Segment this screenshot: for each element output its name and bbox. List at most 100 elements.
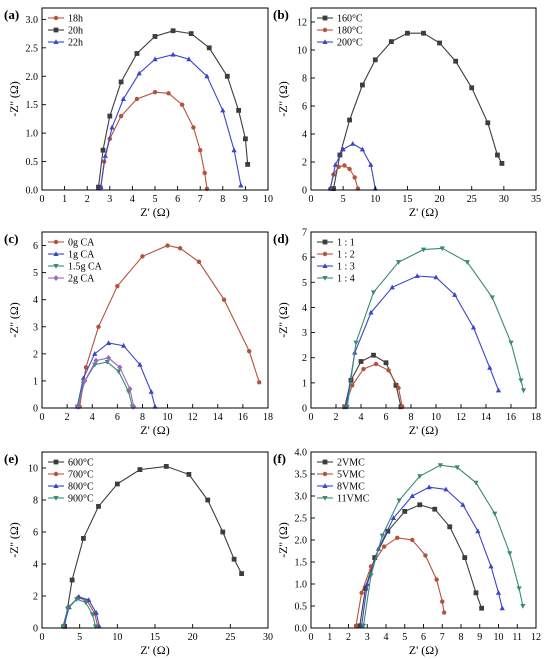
data-point	[69, 577, 75, 583]
legend-marker	[53, 251, 59, 256]
series-line	[100, 54, 242, 188]
panel-label: (c)	[4, 231, 18, 246]
y-tick-label: 4.0	[295, 448, 308, 459]
y-tick-label: 1.0	[26, 129, 39, 140]
x-tick-label: 6	[421, 632, 426, 643]
legend-label: 11VMC	[337, 494, 370, 505]
x-tick-label: 5	[402, 632, 407, 643]
series-line	[100, 91, 208, 189]
data-point	[487, 364, 493, 370]
data-point	[92, 362, 98, 368]
x-axis-title: Z' (Ω)	[409, 423, 438, 437]
data-point	[495, 387, 502, 393]
data-point	[152, 89, 158, 95]
x-tick-label: 4	[359, 412, 364, 423]
legend-label: 180°C	[337, 26, 363, 37]
data-point	[520, 604, 526, 609]
series-line	[76, 342, 156, 407]
y-tick-label: 4	[33, 560, 38, 571]
x-tick-label: 6	[175, 194, 180, 205]
x-tick-label: 15	[150, 632, 160, 643]
x-tick-label: 6	[384, 412, 389, 423]
y-axis-title: -Z'' (Ω)	[7, 81, 21, 117]
y-tick-label: 8	[302, 74, 307, 85]
data-point	[383, 360, 389, 366]
x-tick-label: 0	[40, 412, 45, 423]
data-point	[109, 124, 115, 130]
legend-marker	[53, 264, 59, 269]
x-tick-label: 10	[112, 632, 122, 643]
data-point	[469, 85, 475, 91]
data-point	[447, 524, 453, 530]
data-point	[81, 536, 86, 541]
data-point	[231, 147, 237, 153]
data-point	[134, 51, 140, 56]
data-point	[464, 260, 470, 265]
legend-marker	[53, 471, 59, 477]
x-tick-label: 25	[225, 632, 235, 643]
data-point	[414, 273, 420, 278]
legend-label: 600°C	[68, 458, 94, 469]
data-point	[166, 91, 171, 96]
data-point	[331, 186, 336, 191]
data-point	[417, 502, 423, 508]
data-point	[224, 73, 230, 79]
legend-label: 2VMC	[337, 458, 365, 469]
data-point	[89, 612, 96, 618]
x-tick-label: 35	[531, 194, 541, 205]
x-axis-title: Z' (Ω)	[409, 205, 438, 219]
y-tick-label: 1.5	[295, 558, 308, 569]
data-point	[410, 537, 415, 543]
legend-label: 1 : 4	[337, 274, 355, 285]
data-point	[372, 555, 378, 560]
y-tick-label: 6	[33, 241, 38, 252]
x-tick-label: 0	[309, 194, 314, 205]
x-tick-label: 10	[163, 412, 173, 423]
data-point	[441, 610, 447, 615]
data-point	[186, 472, 192, 477]
data-point	[191, 125, 196, 130]
data-point	[360, 623, 367, 629]
plot-area	[353, 463, 526, 629]
data-point	[368, 162, 374, 167]
data-point	[440, 599, 445, 604]
data-point	[115, 369, 122, 375]
series-1	[357, 502, 485, 629]
series-4	[60, 597, 99, 630]
x-tick-label: 5	[77, 632, 82, 643]
legend: 1 : 11 : 21 : 31 : 4	[317, 238, 355, 285]
series-1	[77, 243, 262, 409]
data-point	[396, 385, 401, 391]
data-point	[98, 184, 104, 190]
y-tick-label: 0.5	[26, 157, 39, 168]
data-point	[360, 82, 365, 88]
y-tick-label: 5	[302, 278, 307, 289]
data-point	[152, 403, 158, 409]
panel-5: 0 5 10 15 20 25 30 0 2 4 6 8 10 Z' (Ω) -Z'' (Ω) (e) 600°…	[4, 451, 273, 657]
data-point	[340, 146, 346, 152]
x-tick-label: 8	[409, 412, 414, 423]
x-tick-label: 2	[346, 632, 351, 643]
y-tick-label: 1	[33, 376, 38, 387]
data-point	[170, 28, 176, 34]
y-tick-label: 1.0	[295, 580, 308, 591]
legend-marker	[322, 39, 328, 44]
data-point	[372, 57, 378, 63]
data-point	[423, 553, 428, 558]
panel-label: (d)	[273, 231, 289, 246]
y-tick-label: 3.5	[295, 470, 308, 481]
data-point	[437, 463, 443, 468]
data-point	[358, 359, 364, 364]
series-2	[74, 340, 158, 409]
data-point	[115, 283, 120, 289]
data-point	[443, 486, 449, 492]
data-point	[100, 147, 106, 153]
series-line	[346, 247, 525, 407]
legend-marker	[322, 251, 328, 257]
y-tick-label: 0	[302, 404, 307, 415]
data-point	[96, 324, 101, 329]
series-line	[79, 244, 260, 407]
